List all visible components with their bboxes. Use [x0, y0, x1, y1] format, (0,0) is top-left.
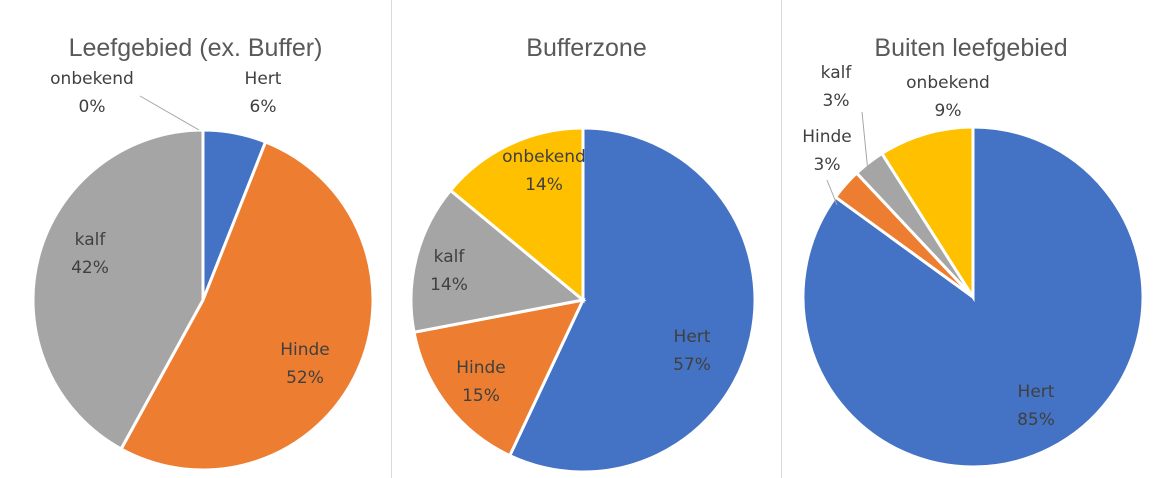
slice-category-label: kalf	[821, 63, 853, 83]
slice-percent-label: 52%	[286, 368, 324, 388]
pie-chart: Hert 57% Hinde 15% kalf 14% onbekend 14%	[409, 126, 757, 474]
pie-chart: Hert 85% Hinde 3% kalf 3% onbekend 9%	[801, 63, 1145, 469]
slice-category-label: Hinde	[456, 358, 506, 378]
chart-panel-bufferzone: Bufferzone	[392, 0, 782, 478]
slice-category-label: kalf	[434, 247, 466, 267]
slice-category-label: onbekend	[50, 69, 134, 89]
slice-percent-label: 3%	[823, 91, 850, 111]
pie-slice-kalf	[31, 128, 205, 452]
leader-line	[826, 179, 838, 206]
slice-percent-label: 9%	[935, 101, 962, 121]
pie-slice-onbekend	[448, 126, 585, 304]
chart-title: Leefgebied (ex. Buffer)	[68, 34, 323, 62]
pie-slice-kalf	[409, 188, 587, 334]
slice-percent-label: 85%	[1017, 410, 1055, 430]
chart-panel-buiten-leefgebied: Buiten leefgebied	[782, 0, 1160, 478]
chart-title: Buiten leefgebied	[874, 34, 1068, 62]
slice-percent-label: 0%	[79, 97, 106, 117]
pie-slice-onbekend	[879, 125, 975, 303]
slice-percent-label: 6%	[250, 97, 277, 117]
slice-percent-label: 14%	[430, 275, 468, 295]
pie-chart: Hert 6% Hinde 52% kalf 42% onbekend 0%	[31, 69, 375, 472]
pie-slice-hert	[801, 125, 1145, 469]
slice-category-label: Hert	[674, 327, 711, 347]
chart-panel-leefgebied: Leefgebied (ex. Buffer)	[0, 0, 392, 478]
leader-line	[139, 95, 200, 131]
pie-slice-hert	[507, 126, 757, 474]
slice-category-label: Hinde	[280, 340, 330, 360]
slice-percent-label: 42%	[71, 258, 109, 278]
slice-category-label: Hert	[1018, 382, 1055, 402]
slice-category-label: onbekend	[502, 147, 586, 167]
chart-title: Bufferzone	[526, 34, 647, 62]
pie-slice-hinde	[412, 297, 586, 458]
slice-percent-label: 15%	[462, 386, 500, 406]
slice-category-label: Hinde	[802, 127, 852, 147]
slice-percent-label: 14%	[525, 175, 563, 195]
leader-line	[861, 111, 869, 173]
slice-category-label: onbekend	[906, 73, 990, 93]
slice-percent-label: 57%	[673, 355, 711, 375]
pie-slice-hinde	[119, 139, 375, 472]
slice-category-label: Hert	[245, 69, 282, 89]
slice-category-label: kalf	[75, 230, 107, 250]
slice-percent-label: 3%	[814, 155, 841, 175]
